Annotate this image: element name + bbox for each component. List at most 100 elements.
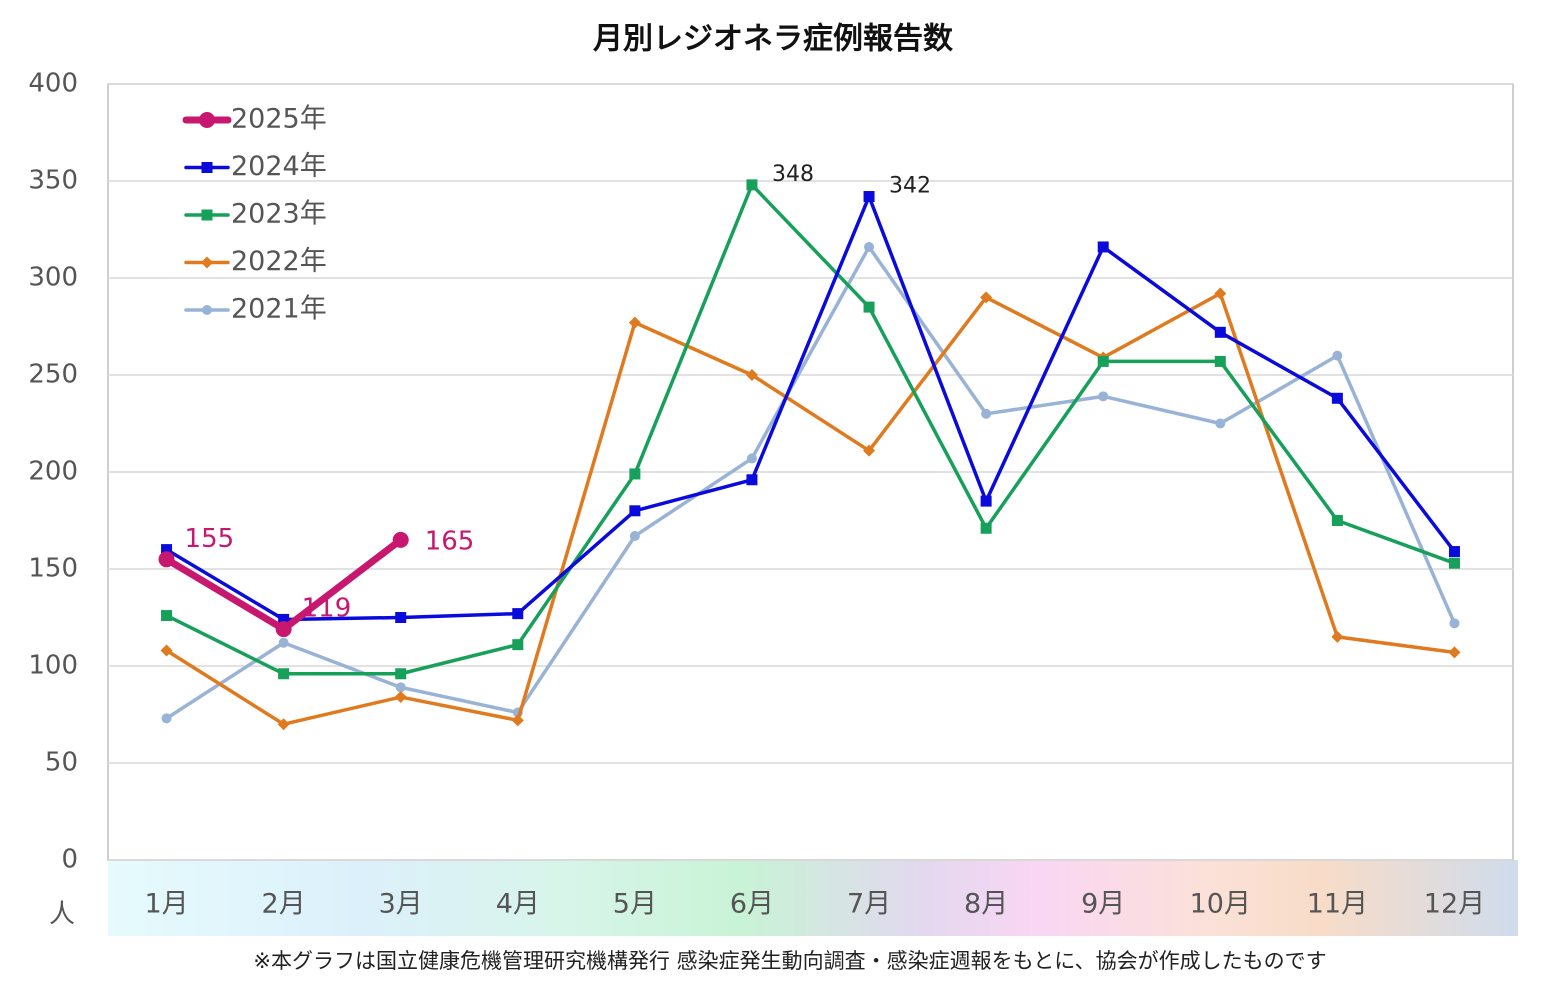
series-line <box>164 183 1457 676</box>
legend-marker <box>201 256 213 269</box>
marker <box>1214 355 1226 367</box>
marker <box>161 713 172 724</box>
x-tick-label: 5月 <box>613 889 657 920</box>
x-tick-label: 4月 <box>496 889 540 920</box>
marker <box>1448 646 1461 659</box>
x-tick-label: 10月 <box>1190 889 1251 920</box>
legend-marker <box>201 162 213 173</box>
chart-title: 月別レジオネラ症例報告数 <box>593 22 954 57</box>
legend-label: 2023年 <box>231 199 327 230</box>
marker <box>1331 515 1343 526</box>
y-tick-label: 150 <box>28 554 78 584</box>
marker <box>981 408 992 419</box>
marker <box>1448 546 1460 558</box>
data-label: 119 <box>302 594 352 624</box>
marker <box>629 531 640 542</box>
marker <box>160 644 173 657</box>
marker <box>1331 392 1343 404</box>
y-tick-label: 300 <box>28 263 78 293</box>
data-label: 348 <box>772 162 814 187</box>
legend-label: 2022年 <box>231 246 327 277</box>
marker <box>278 613 290 625</box>
y-tick-label: 350 <box>28 166 78 196</box>
series: 348 <box>161 162 1460 680</box>
marker <box>161 610 173 622</box>
marker <box>395 668 407 680</box>
series: 342 <box>161 174 1460 625</box>
x-tick-label: 6月 <box>730 889 774 920</box>
marker <box>863 444 876 457</box>
data-label: 155 <box>185 524 235 554</box>
y-tick-label: 250 <box>28 360 78 390</box>
x-tick-label: 2月 <box>262 889 306 920</box>
x-tick-label: 7月 <box>847 889 891 920</box>
y-tick-label: 100 <box>28 651 78 681</box>
marker <box>1097 241 1109 253</box>
marker <box>1331 630 1344 643</box>
marker <box>394 691 407 704</box>
marker <box>980 522 992 534</box>
marker <box>746 453 757 464</box>
marker <box>395 612 407 623</box>
data-label: 342 <box>889 174 931 199</box>
marker <box>395 682 406 693</box>
y-tick-label: 400 <box>28 69 78 99</box>
marker <box>629 468 641 480</box>
marker <box>1448 557 1460 569</box>
x-tick-label: 9月 <box>1081 889 1125 920</box>
x-tick-label: 1月 <box>144 889 188 920</box>
marker <box>1449 618 1460 629</box>
legend-marker <box>202 305 212 315</box>
legend-label: 2024年 <box>231 151 327 182</box>
marker <box>1214 326 1226 338</box>
footnote: ※本グラフは国立健康危機管理研究機構発行 感染症発生動向調査・感染症週報をもとに… <box>253 949 1326 973</box>
x-tick-label: 8月 <box>964 889 1008 920</box>
legend-marker <box>201 209 213 221</box>
marker <box>277 718 290 731</box>
series-line <box>164 291 1457 726</box>
series <box>160 287 1461 731</box>
legend-label: 2021年 <box>231 294 327 325</box>
marker <box>864 241 875 252</box>
data-label: 165 <box>425 526 475 556</box>
legend-marker <box>199 112 215 128</box>
y-tick-label: 0 <box>61 845 78 875</box>
legend-label: 2025年 <box>231 104 327 135</box>
marker <box>1097 355 1109 367</box>
marker <box>1215 418 1226 429</box>
grid <box>108 83 1513 861</box>
y-tick-label: 200 <box>28 457 78 487</box>
marker <box>278 637 289 648</box>
marker <box>746 474 758 486</box>
marker <box>1332 350 1343 361</box>
marker <box>512 639 524 651</box>
marker <box>863 191 875 203</box>
series-line <box>164 194 1457 622</box>
series-line <box>164 245 1457 721</box>
series <box>161 241 1460 724</box>
marker <box>980 291 993 304</box>
marker <box>512 608 524 620</box>
marker <box>746 179 758 191</box>
marker <box>1098 391 1109 402</box>
series-layer: 348 342 155 119 165 <box>158 162 1461 731</box>
marker <box>511 714 524 727</box>
marker <box>629 505 641 517</box>
y-axis-label: 人 <box>49 900 75 930</box>
marker <box>863 301 875 313</box>
x-tick-label: 12月 <box>1424 889 1485 920</box>
x-tick-label: 3月 <box>379 889 423 920</box>
x-tick-label: 11月 <box>1307 889 1368 920</box>
marker <box>278 668 290 680</box>
marker <box>275 621 292 638</box>
x-band <box>108 860 1518 936</box>
marker <box>628 316 641 329</box>
y-tick-label: 50 <box>45 748 78 778</box>
marker <box>1214 287 1227 300</box>
marker <box>392 531 409 548</box>
marker <box>745 369 758 381</box>
series: 155 119 165 <box>158 524 475 638</box>
marker <box>158 551 175 568</box>
